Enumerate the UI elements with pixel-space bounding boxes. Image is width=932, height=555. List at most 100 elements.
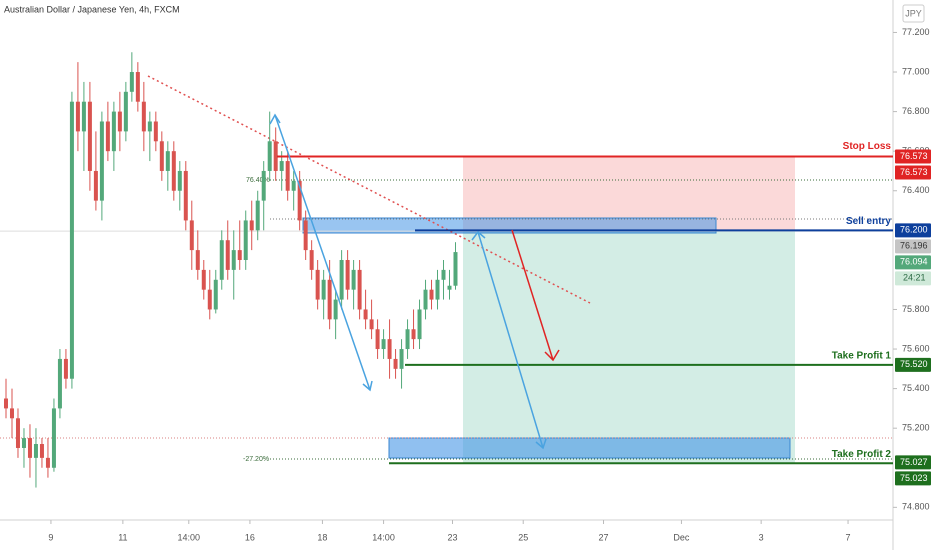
candle-body <box>183 170 188 221</box>
candle-body <box>393 358 398 369</box>
candle-body <box>99 121 104 201</box>
fib-label: -27.20% <box>243 456 269 463</box>
level-label: Take Profit 1 <box>832 351 892 362</box>
price-tag <box>895 149 931 164</box>
price-tag <box>895 165 931 180</box>
x-tick-label: 16 <box>245 532 255 542</box>
level-label: Stop Loss <box>843 141 892 152</box>
candle-body <box>105 121 110 152</box>
candle-body <box>45 457 50 468</box>
candle-body <box>279 161 284 171</box>
candle-body <box>255 200 260 231</box>
candle-body <box>285 161 290 191</box>
price-tag-label: 75.027 <box>900 457 928 467</box>
candle-body <box>369 319 374 330</box>
chart-title: Australian Dollar / Japanese Yen, 4h, FX… <box>4 4 180 14</box>
y-tick-label: 75.800 <box>902 304 930 314</box>
y-tick-label: 75.600 <box>902 343 930 353</box>
candle-body <box>177 170 182 191</box>
candle-body <box>201 269 206 290</box>
candle-body <box>339 260 344 300</box>
currency-button[interactable] <box>902 4 925 23</box>
arrow <box>274 114 371 391</box>
candle-body <box>387 339 392 359</box>
x-tick-label: 11 <box>118 532 127 542</box>
candle-body <box>297 180 302 221</box>
candle-body <box>321 279 326 300</box>
x-tick-label: 14:00 <box>372 532 395 542</box>
level-label: Sell entry <box>846 216 891 227</box>
y-tick-label: 77.200 <box>902 27 930 37</box>
candle-body <box>429 289 434 300</box>
countdown-tag <box>895 271 931 286</box>
y-tick-label: 75.400 <box>902 383 930 393</box>
candle-body <box>147 121 152 132</box>
x-tick-label: 23 <box>447 532 457 542</box>
price-tag <box>895 471 931 486</box>
candle-body <box>153 121 158 142</box>
candle-body <box>87 101 92 171</box>
arrow <box>477 231 544 449</box>
currency-label[interactable]: JPY <box>905 8 922 18</box>
candle-body <box>441 269 446 280</box>
arrow-head <box>362 380 373 392</box>
price-tag-label: 76.094 <box>900 257 928 267</box>
candle-body <box>51 408 56 468</box>
x-tick-label: 27 <box>599 532 609 542</box>
price-tag <box>895 455 931 470</box>
candle-body <box>237 250 242 260</box>
candle-body <box>33 444 38 458</box>
candle-body <box>219 240 224 280</box>
arrow <box>511 229 554 361</box>
levels: Stop Loss Sell entry Take Profit 1 Take Pro… <box>277 141 893 465</box>
y-tick-label: 77.000 <box>902 66 930 76</box>
candle-body <box>447 285 452 290</box>
candle-body <box>309 250 314 270</box>
candle-body <box>69 101 74 379</box>
candles <box>3 52 458 488</box>
x-tick-label: 14:00 <box>178 532 201 542</box>
candle-body <box>195 250 200 270</box>
candle-body <box>453 252 458 286</box>
candle-body <box>303 220 308 251</box>
candle-body <box>213 279 218 310</box>
y-tick-label: 75.200 <box>902 423 930 433</box>
profit-zone <box>463 230 795 464</box>
candle-body <box>135 72 140 102</box>
price-tag-label: 76.200 <box>900 225 928 235</box>
candle-body <box>9 408 14 419</box>
arrow-head <box>471 230 486 241</box>
candle-body <box>423 289 428 310</box>
candle-body <box>21 438 26 448</box>
candle-body <box>39 444 44 458</box>
candle-body <box>273 141 278 171</box>
candle-body <box>3 398 8 409</box>
y-tick-label: 74.800 <box>902 502 930 512</box>
target-box <box>388 437 791 459</box>
candle-body <box>111 111 116 152</box>
candle-body <box>225 240 230 270</box>
candle-body <box>435 279 440 300</box>
candle-body <box>231 250 236 270</box>
x-tick-label: 9 <box>48 532 53 542</box>
candle-body <box>27 438 32 458</box>
x-tick-label: Dec <box>673 532 690 542</box>
candle-body <box>165 151 170 171</box>
candle-body <box>327 279 332 320</box>
candle-body <box>171 151 176 191</box>
candle-body <box>129 72 134 92</box>
candle-body <box>411 329 416 340</box>
y-tick-label: 76.400 <box>902 185 930 195</box>
candle-body <box>207 289 212 310</box>
level-label: Take Profit 2 <box>832 449 892 460</box>
candle-body <box>57 358 62 409</box>
price-tag-label: 75.023 <box>900 473 928 483</box>
candle-body <box>333 299 338 320</box>
axes: 77.20077.00076.80076.60076.40075.80075.6… <box>48 27 931 542</box>
candle-body <box>117 111 122 132</box>
candle-body <box>141 101 146 132</box>
candle-body <box>363 309 368 320</box>
candle-body <box>261 170 266 201</box>
arrows <box>269 113 560 450</box>
